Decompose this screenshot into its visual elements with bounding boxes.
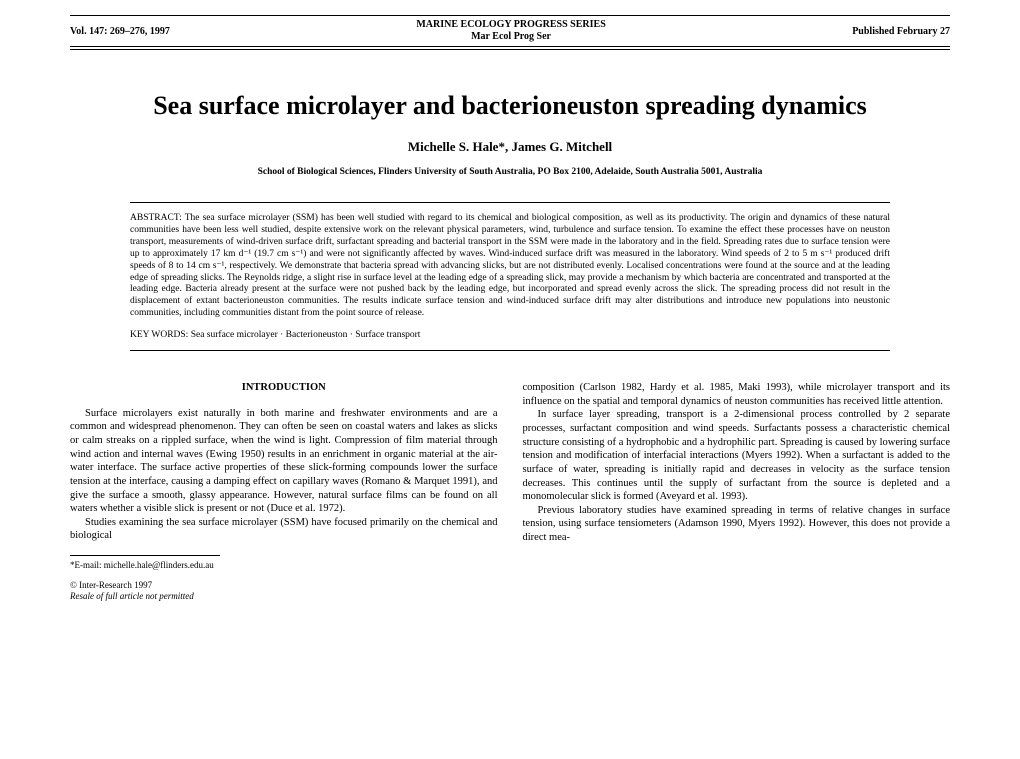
body-columns: INTRODUCTION Surface microlayers exist n… [70,381,950,603]
abstract-top-rule [130,202,890,203]
footnote-rule [70,555,220,556]
right-column: composition (Carlson 1982, Hardy et al. … [523,381,951,603]
authors: Michelle S. Hale*, James G. Mitchell [70,139,950,155]
copyright: © Inter-Research 1997 Resale of full art… [70,580,498,603]
intro-para-4: In surface layer spreading, transport is… [523,408,951,503]
abstract-block: ABSTRACT: The sea surface microlayer (SS… [70,202,950,351]
journal-header: Vol. 147: 269–276, 1997 MARINE ECOLOGY P… [70,15,950,47]
resale-notice: Resale of full article not permitted [70,591,194,601]
introduction-heading: INTRODUCTION [70,381,498,395]
journal-name: MARINE ECOLOGY PROGRESS SERIES Mar Ecol … [416,19,605,43]
footnote-email: *E-mail: michelle.hale@flinders.edu.au [70,560,498,572]
publication-date: Published February 27 [852,26,950,37]
article-title: Sea surface microlayer and bacterioneust… [70,90,950,121]
keywords: KEY WORDS: Sea surface microlayer · Bact… [130,330,890,340]
abstract-text: ABSTRACT: The sea surface microlayer (SS… [130,213,890,320]
intro-para-3: composition (Carlson 1982, Hardy et al. … [523,381,951,408]
affiliation: School of Biological Sciences, Flinders … [70,167,950,177]
intro-para-5: Previous laboratory studies have examine… [523,504,951,545]
journal-name-abbrev: Mar Ecol Prog Ser [416,31,605,43]
abstract-bottom-rule [130,350,890,351]
intro-para-1: Surface microlayers exist naturally in b… [70,407,498,516]
copyright-text: © Inter-Research 1997 [70,580,152,590]
header-underline [70,49,950,50]
intro-para-2: Studies examining the sea surface microl… [70,516,498,543]
journal-name-full: MARINE ECOLOGY PROGRESS SERIES [416,19,605,31]
volume-info: Vol. 147: 269–276, 1997 [70,26,170,37]
left-column: INTRODUCTION Surface microlayers exist n… [70,381,498,603]
